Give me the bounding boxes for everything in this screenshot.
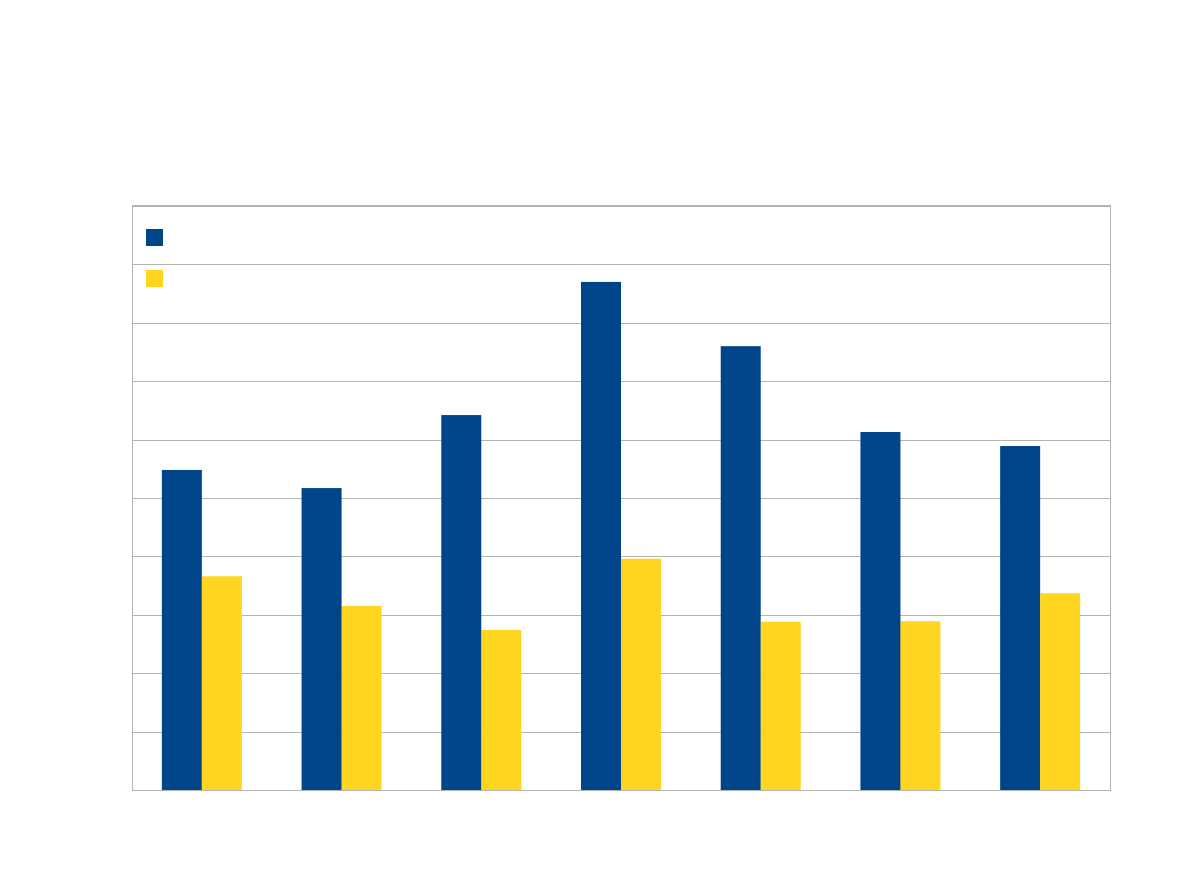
bar: [581, 281, 621, 790]
bar: [1000, 446, 1041, 790]
bar: [201, 576, 242, 790]
bar: [900, 621, 941, 790]
bar: [720, 346, 761, 790]
bar: [1040, 593, 1081, 790]
bar: [481, 629, 522, 790]
bar: [301, 488, 342, 790]
legend-swatch: [146, 270, 163, 287]
bar: [760, 621, 801, 790]
legend-swatch: [146, 229, 163, 246]
bar: [441, 415, 482, 790]
bar: [161, 469, 202, 790]
bar: [341, 606, 382, 790]
bar: [860, 432, 901, 790]
bar: [621, 558, 661, 790]
